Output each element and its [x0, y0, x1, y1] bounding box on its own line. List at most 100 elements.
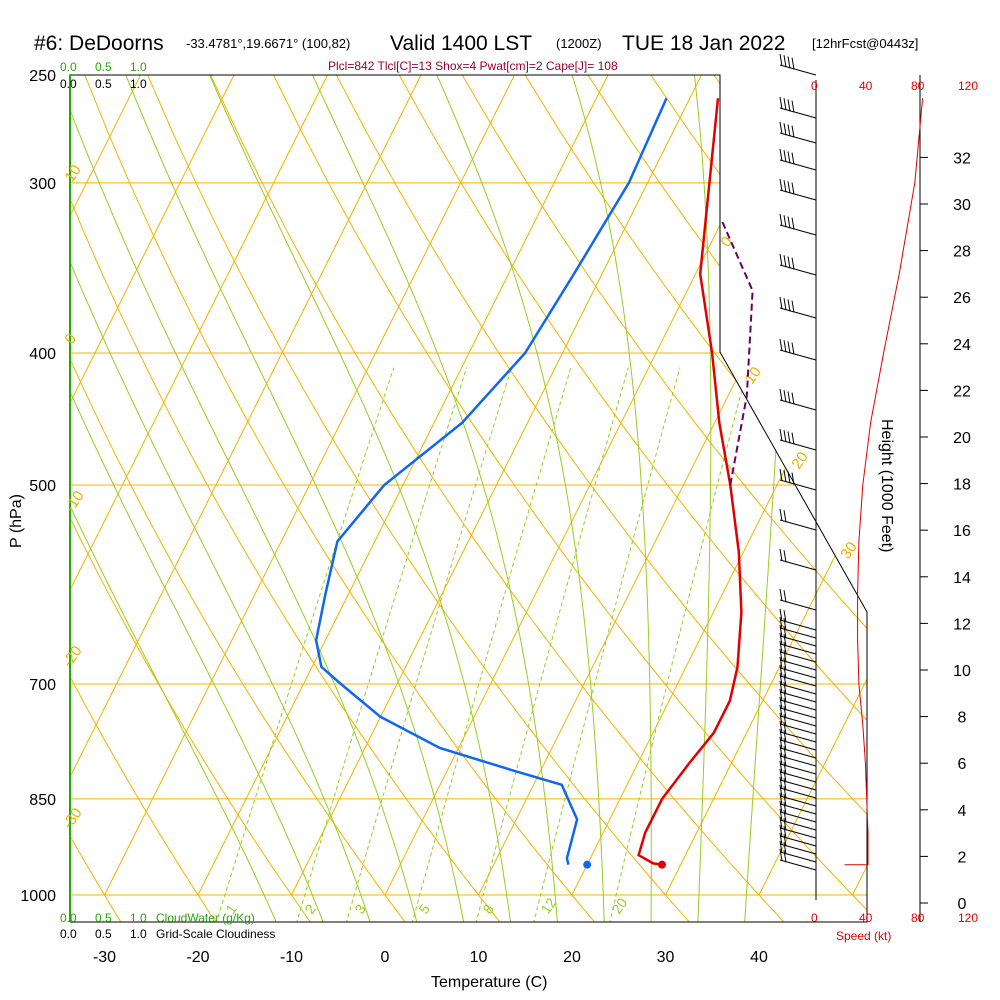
- barb-flag: [783, 666, 787, 679]
- temperature-tick-label: 10: [470, 949, 488, 966]
- barb-flag: [791, 152, 795, 165]
- barb-flag: [779, 744, 783, 758]
- speed-top-40: 40: [859, 79, 873, 93]
- height-tick-label: 10: [953, 663, 971, 680]
- wind-barb: [779, 808, 817, 831]
- isotherm-line: [70, 75, 301, 896]
- pressure-tick-label: 500: [29, 478, 56, 495]
- temperature-tick-label: -30: [93, 949, 116, 966]
- dry-adiabat: [95, 75, 692, 922]
- wind-barb: [779, 784, 817, 807]
- wind-barb: [779, 720, 817, 743]
- moist-adiabat: [125, 75, 465, 922]
- height-tick-label: 0: [958, 896, 967, 913]
- surface-temperature-marker: [657, 860, 666, 869]
- wind-barb: [779, 840, 817, 863]
- barb-flag: [779, 752, 783, 766]
- speed-top-120: 120: [958, 79, 978, 93]
- isotherm-line: [478, 75, 867, 896]
- temperature-tick-label: 20: [563, 949, 581, 966]
- speed-top-80: 80: [911, 79, 925, 93]
- mixing-ratio-line: [215, 367, 395, 922]
- valid-time: Valid 1400 LST: [390, 32, 532, 55]
- barb-flag: [779, 712, 783, 726]
- dry-adiabat: [331, 75, 867, 922]
- barb-flag: [783, 802, 787, 815]
- height-tick-label: 28: [953, 244, 971, 261]
- barb-flag: [779, 704, 783, 718]
- wind-barb: [779, 776, 817, 799]
- barb-flag: [779, 776, 783, 790]
- mixing-ratio-label: 5: [415, 901, 433, 917]
- barb-flag: [779, 808, 783, 822]
- moist-adiabat: [70, 75, 278, 922]
- barb-flag: [779, 840, 783, 854]
- barb-flag: [779, 632, 783, 646]
- wind-barb: [779, 178, 817, 201]
- barb-flag: [779, 121, 783, 135]
- barb-flag: [787, 56, 791, 69]
- barb-flag: [783, 834, 787, 847]
- wind-barb: [779, 296, 817, 319]
- wind-barb: [779, 616, 817, 639]
- mixing-ratio-label: 2: [301, 901, 319, 917]
- barb-flag: [779, 640, 783, 654]
- barb-flag: [779, 588, 783, 602]
- wind-barb: [779, 664, 817, 687]
- mixing-ratio-line: [295, 367, 467, 922]
- wind-barb: [779, 792, 817, 815]
- y-axis-label: P (hPa): [8, 494, 25, 548]
- barb-flag: [779, 96, 783, 110]
- wind-barb: [779, 468, 817, 491]
- barb-flag: [783, 754, 787, 767]
- moist-adiabat: [70, 75, 325, 922]
- pressure-tick-label: 700: [29, 677, 56, 694]
- dry-adiabat: [744, 75, 867, 922]
- barb-flag: [787, 124, 791, 137]
- wind-barb: [779, 704, 817, 727]
- cloudiness-bottom-0: 0.0: [60, 927, 77, 941]
- height-tick-label: 26: [953, 290, 971, 307]
- barb-flag: [779, 388, 783, 402]
- isotherm-line: [852, 75, 867, 896]
- temperature-tick-label: 40: [750, 949, 768, 966]
- barb-flag: [787, 99, 791, 112]
- barb-flag: [783, 842, 787, 855]
- barb-flag: [779, 53, 783, 67]
- barb-flag: [787, 391, 791, 404]
- height-tick-label: 30: [953, 197, 971, 214]
- height-tick-label: 24: [953, 337, 971, 354]
- moist-adiabat: [209, 75, 512, 922]
- isotherm-label: 20: [788, 449, 811, 472]
- wind-barb: [779, 848, 817, 871]
- dry-adiabat: [70, 75, 123, 922]
- pressure-tick-label: 400: [29, 346, 56, 363]
- cloudwater-caption: CloudWater (g/Kg): [156, 911, 255, 925]
- barb-flag: [787, 299, 791, 312]
- barb-flag: [783, 762, 787, 775]
- barb-flag: [779, 832, 783, 846]
- barb-flag: [783, 714, 787, 727]
- barb-flag: [779, 428, 783, 442]
- station-coords: -33.4781°,19.6671° (100,82): [186, 36, 350, 51]
- barb-flag: [779, 688, 783, 702]
- barb-flag: [779, 616, 783, 630]
- barb-flag: [779, 148, 783, 162]
- forecast-info: [12hrFcst@0443z]: [812, 36, 918, 51]
- isotherm-label: -10: [61, 488, 87, 516]
- wind-barb: [779, 388, 817, 411]
- wind-barb: [779, 656, 817, 679]
- height-tick-label: 12: [953, 616, 971, 633]
- barb-flag: [779, 253, 783, 267]
- barb-flag: [779, 672, 783, 686]
- valid-date: TUE 18 Jan 2022: [622, 32, 785, 55]
- wind-barb: [779, 824, 817, 847]
- mixing-ratio-line: [411, 367, 572, 922]
- series-layer: [314, 97, 924, 869]
- dry-adiabat: [70, 75, 597, 922]
- dry-adiabat: [685, 75, 867, 922]
- cloudiness-top-1: 1.0: [130, 77, 147, 91]
- dry-adiabat: [70, 75, 407, 922]
- wind-barb: [779, 428, 817, 451]
